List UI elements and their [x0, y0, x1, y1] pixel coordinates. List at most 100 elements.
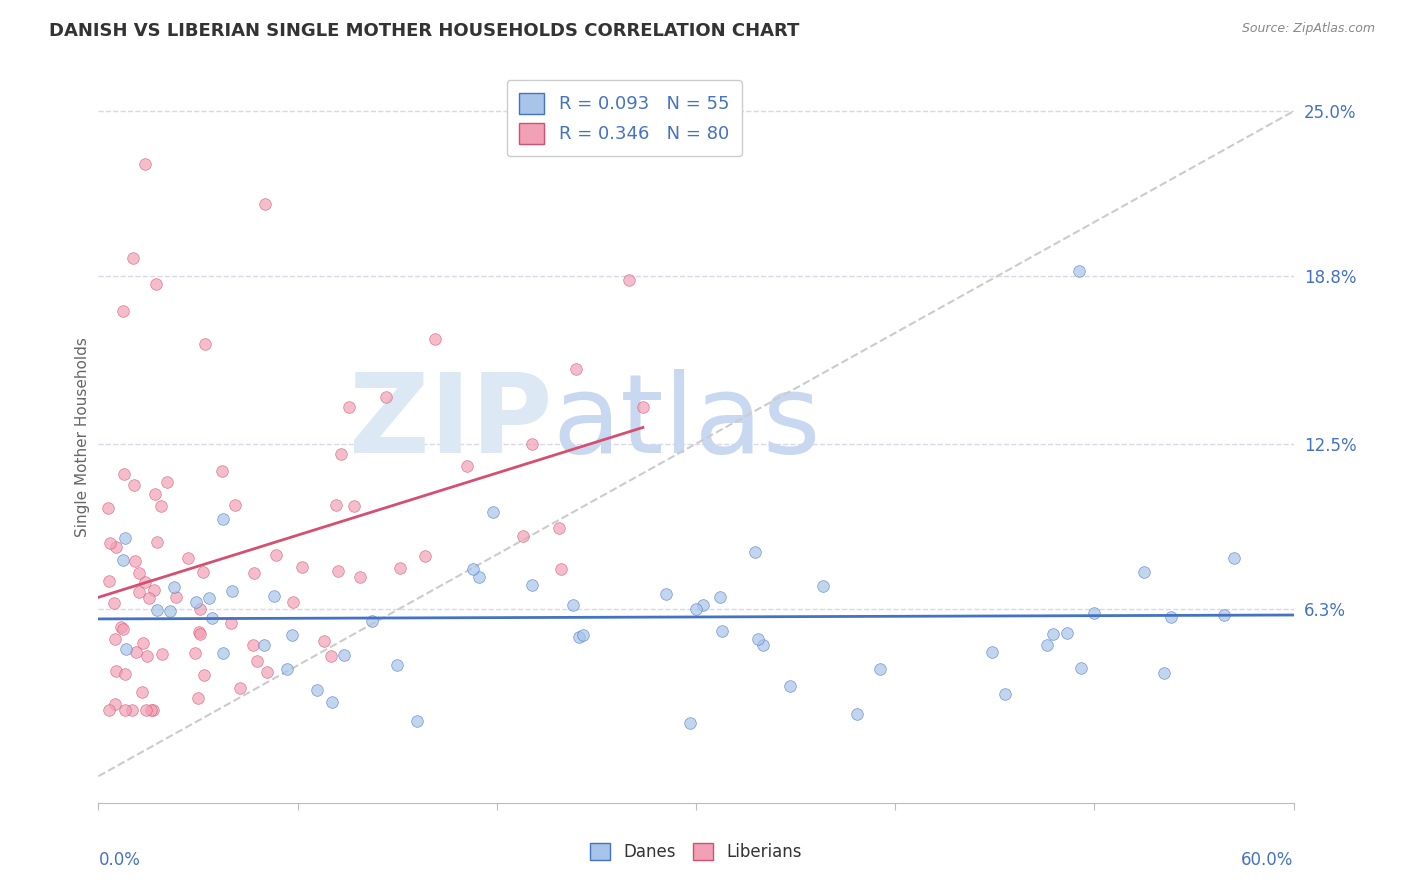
Point	[142, 703, 165, 717]
Point	[321, 649, 343, 664]
Point	[110, 620, 132, 634]
Point	[253, 639, 276, 653]
Point	[548, 521, 571, 535]
Point	[105, 541, 128, 555]
Point	[150, 647, 173, 661]
Point	[114, 667, 136, 681]
Point	[155, 475, 177, 490]
Text: 60.0%: 60.0%	[1241, 851, 1294, 869]
Point	[246, 654, 269, 668]
Point	[325, 499, 347, 513]
Point	[276, 662, 298, 676]
Point	[461, 562, 484, 576]
Point	[413, 549, 436, 564]
Point	[385, 658, 408, 673]
Point	[121, 703, 143, 717]
Point	[333, 648, 356, 662]
Point	[128, 584, 150, 599]
Point	[374, 390, 396, 404]
Point	[389, 561, 412, 575]
Point	[124, 554, 146, 568]
Point	[330, 447, 353, 461]
Point	[349, 570, 371, 584]
Point	[242, 638, 264, 652]
Point	[128, 566, 150, 580]
Point	[104, 697, 127, 711]
Point	[114, 703, 136, 717]
Point	[343, 500, 366, 514]
Point	[655, 587, 678, 601]
Point	[747, 632, 769, 647]
Point	[115, 642, 138, 657]
Point	[281, 628, 304, 642]
Point	[243, 566, 266, 581]
Point	[291, 560, 314, 574]
Text: DANISH VS LIBERIAN SINGLE MOTHER HOUSEHOLDS CORRELATION CHART: DANISH VS LIBERIAN SINGLE MOTHER HOUSEHO…	[49, 22, 800, 40]
Point	[191, 565, 214, 579]
Point	[1036, 638, 1059, 652]
Point	[221, 583, 243, 598]
Point	[165, 591, 187, 605]
Point	[512, 529, 534, 543]
Point	[105, 664, 128, 678]
Point	[845, 706, 868, 721]
Point	[211, 464, 233, 478]
Point	[125, 644, 148, 658]
Point	[146, 603, 169, 617]
Point	[138, 591, 160, 605]
Point	[1153, 666, 1175, 681]
Point	[177, 550, 200, 565]
Point	[328, 564, 350, 578]
Point	[212, 646, 235, 660]
Point	[779, 679, 801, 693]
Point	[121, 251, 143, 265]
Point	[1083, 607, 1105, 621]
Point	[994, 687, 1017, 701]
Point	[163, 580, 186, 594]
Point	[709, 591, 731, 605]
Point	[565, 362, 588, 376]
Point	[124, 477, 146, 491]
Point	[361, 614, 384, 628]
Point	[212, 512, 235, 526]
Point	[619, 273, 641, 287]
Point	[567, 631, 589, 645]
Point	[751, 638, 773, 652]
Point	[187, 625, 209, 640]
Text: ZIP: ZIP	[349, 369, 553, 476]
Point	[981, 645, 1004, 659]
Point	[201, 611, 224, 625]
Point	[104, 632, 127, 646]
Point	[229, 681, 252, 695]
Point	[406, 714, 429, 728]
Point	[146, 535, 169, 549]
Text: 0.0%: 0.0%	[98, 851, 141, 869]
Point	[520, 577, 543, 591]
Point	[98, 536, 121, 550]
Point	[159, 604, 181, 618]
Y-axis label: Single Mother Households: Single Mother Households	[75, 337, 90, 537]
Point	[112, 552, 135, 566]
Point	[188, 601, 211, 615]
Point	[139, 703, 162, 717]
Point	[256, 665, 278, 679]
Point	[114, 531, 136, 545]
Point	[811, 579, 834, 593]
Point	[184, 595, 207, 609]
Point	[198, 591, 221, 605]
Point	[468, 570, 491, 584]
Point	[550, 562, 572, 576]
Point	[98, 703, 121, 717]
Point	[98, 574, 121, 589]
Point	[631, 400, 654, 414]
Point	[112, 467, 135, 481]
Point	[132, 636, 155, 650]
Point	[337, 400, 360, 414]
Point	[145, 277, 167, 292]
Point	[131, 685, 153, 699]
Point	[305, 682, 328, 697]
Point	[149, 500, 172, 514]
Point	[520, 437, 543, 451]
Point	[190, 626, 212, 640]
Point	[224, 498, 246, 512]
